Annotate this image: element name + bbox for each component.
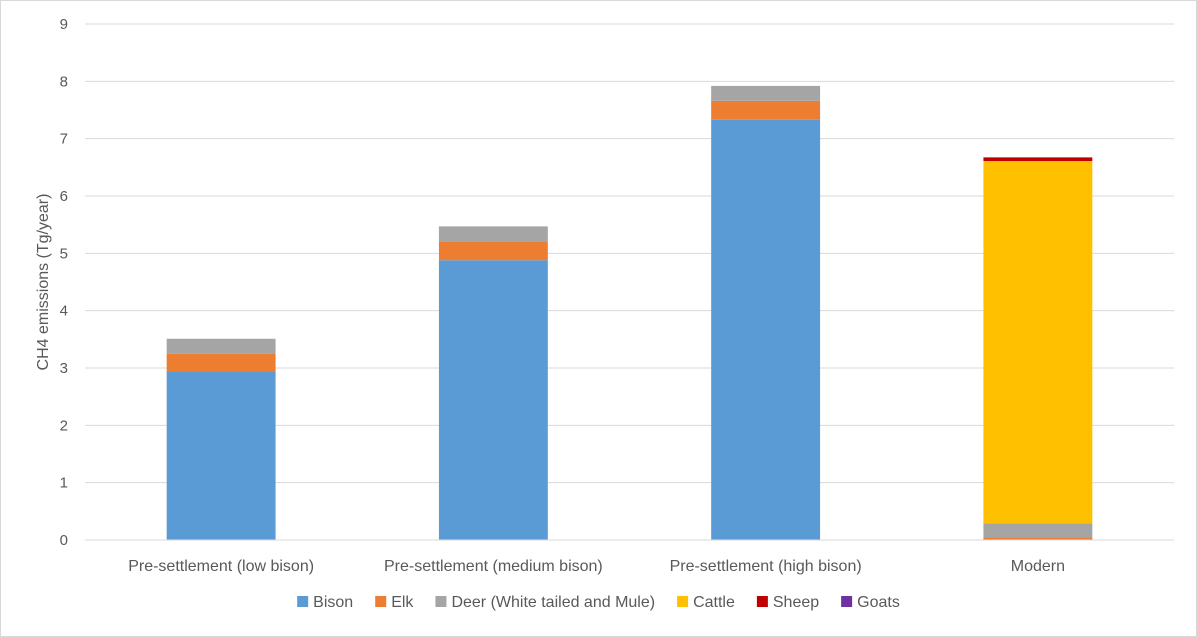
y-tick-label: 2 [60, 417, 68, 434]
bar-segment [438, 260, 548, 540]
legend-swatch [756, 596, 768, 607]
bar-segment [983, 161, 1093, 524]
category-label: Pre-settlement (high bison) [670, 558, 862, 575]
legend-item: Cattle [677, 594, 735, 611]
legend-label: Cattle [693, 594, 735, 611]
legend-label: Goats [857, 594, 900, 611]
legend-swatch [841, 596, 853, 607]
category-label: Pre-settlement (medium bison) [384, 558, 603, 575]
category-label: Pre-settlement (low bison) [128, 558, 314, 575]
legend: Bison Elk Deer (White tailed and Mule) Catt… [297, 594, 900, 611]
bar-segment [166, 353, 276, 373]
bar-segment [983, 523, 1093, 538]
bar-segment [983, 157, 1093, 162]
category-label: Modern [1011, 558, 1065, 575]
bar-segment [711, 119, 821, 540]
category-labels: Pre-settlement (low bison) Pre-settlement… [128, 558, 1065, 575]
bar-segment [983, 537, 1093, 540]
legend-swatch [677, 596, 689, 607]
bar-segment [166, 338, 276, 354]
y-tick-label: 6 [60, 188, 68, 205]
legend-swatch [375, 596, 387, 607]
legend-label: Deer (White tailed and Mule) [451, 594, 655, 611]
bar-segment [166, 372, 276, 540]
y-tick-label: 4 [60, 303, 68, 320]
y-tick-label: 3 [60, 360, 68, 377]
y-tick-label: 7 [60, 131, 68, 148]
legend-label: Sheep [773, 594, 819, 611]
legend-item: Deer (White tailed and Mule) [435, 594, 655, 611]
y-axis-title: CH4 emissions (Tg/year) [35, 194, 52, 371]
legend-item: Elk [375, 594, 414, 611]
y-tick-label: 8 [60, 73, 68, 90]
legend-item: Bison [297, 594, 353, 611]
bars [166, 85, 1093, 540]
y-tick-label: 9 [60, 16, 68, 33]
y-tick-label: 0 [60, 532, 68, 549]
y-tick-label: 5 [60, 245, 68, 262]
bar-segment [438, 241, 548, 261]
legend-swatch [435, 596, 447, 607]
bar-segment [983, 157, 1093, 158]
legend-item: Sheep [756, 594, 819, 611]
y-tick-label: 1 [60, 475, 68, 492]
bar-segment [711, 85, 821, 101]
legend-item: Goats [841, 594, 900, 611]
legend-label: Bison [313, 594, 353, 611]
y-axis-ticks: 0 1 2 3 4 5 6 7 8 9 [60, 16, 68, 549]
bar-segment [438, 226, 548, 242]
legend-label: Elk [391, 594, 414, 611]
bar-segment [711, 100, 821, 120]
legend-swatch [297, 596, 309, 607]
